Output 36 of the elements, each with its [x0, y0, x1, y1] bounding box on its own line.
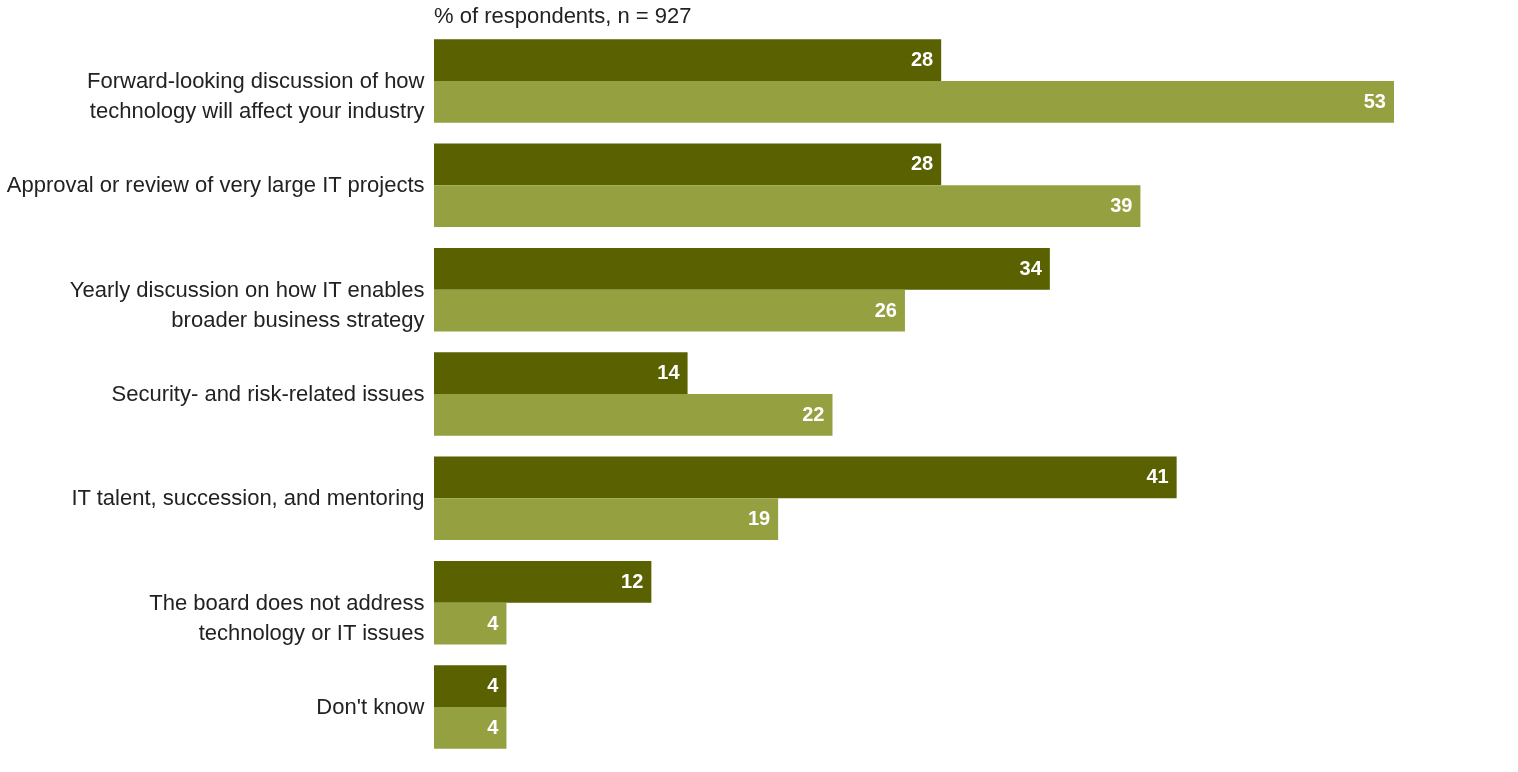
bar [434, 498, 779, 541]
data-label: 4 [487, 715, 500, 738]
data-label: 19 [747, 507, 771, 530]
data-label: 41 [1146, 465, 1169, 488]
bar [434, 602, 507, 645]
bar [434, 665, 507, 708]
data-label: 28 [910, 48, 934, 71]
data-label: 4 [487, 611, 500, 634]
data-label: 4 [487, 674, 500, 697]
bar [434, 352, 688, 394]
chart-title: % of respondents, n = 927 [434, 3, 692, 28]
y-tick-label: Forward-looking discussion of how technology will affect your industry [87, 67, 425, 123]
data-label: 12 [621, 569, 644, 592]
bar [434, 394, 833, 436]
bar [434, 39, 942, 81]
bar [434, 143, 942, 186]
y-tick-label: The board does not address technology or IT issues [149, 589, 425, 645]
data-label: 14 [657, 361, 681, 384]
bar [434, 456, 1177, 499]
data-label: 22 [802, 402, 825, 425]
bar [434, 247, 1050, 290]
bar [434, 560, 652, 603]
data-label: 28 [910, 152, 934, 175]
bar [434, 289, 905, 332]
data-label: 39 [1110, 194, 1133, 217]
y-tick-label: Security- and risk-related issues [111, 381, 425, 406]
bar [434, 80, 1394, 123]
bar [434, 185, 1141, 228]
data-label: 26 [874, 298, 897, 321]
y-tick-label: Yearly discussion on how IT enables broader business strategy [69, 276, 425, 332]
y-tick-label: Don't know [316, 694, 425, 720]
y-tick-label: Approval or review of very large IT projects [6, 172, 425, 198]
data-label: 53 [1363, 89, 1386, 112]
data-label: 34 [1019, 256, 1043, 279]
bar [434, 707, 507, 749]
y-tick-label: IT talent, succession, and mentoring [71, 485, 425, 511]
